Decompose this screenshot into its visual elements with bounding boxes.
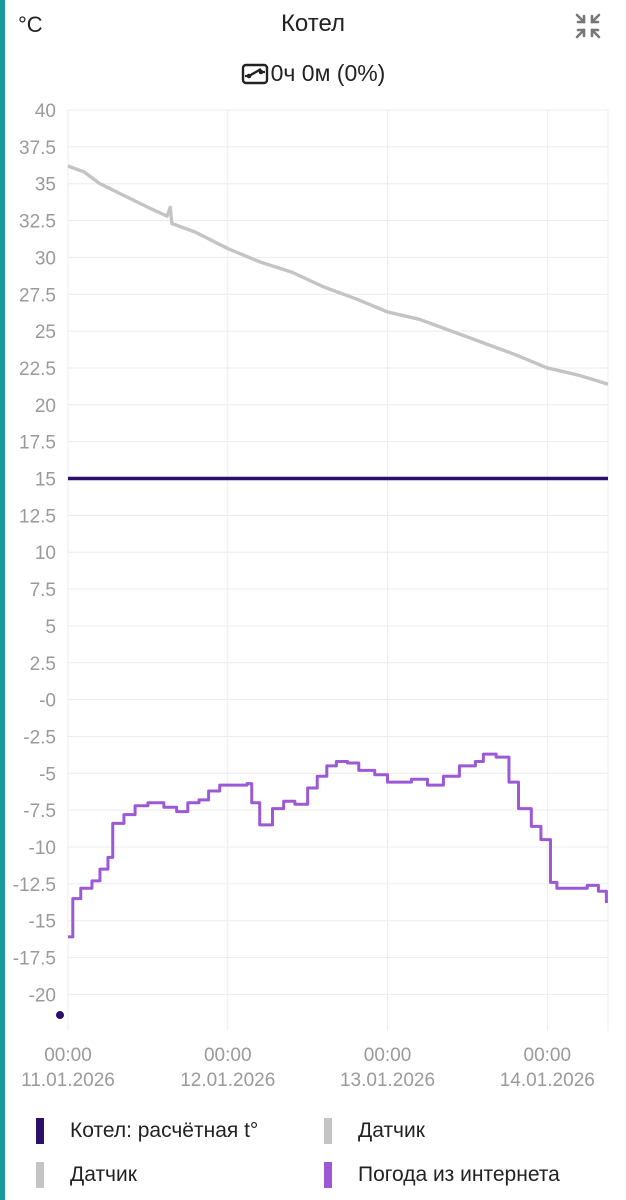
y-tick-label: 10 (35, 543, 56, 564)
y-tick-label: 17.5 (19, 433, 56, 454)
y-tick-label: 32.5 (19, 212, 56, 233)
legend-label: Погода из интернета (358, 1163, 560, 1186)
x-tick-date-label: 14.01.2026 (500, 1070, 595, 1091)
collapse-arrows-icon (575, 13, 601, 39)
series-2-point (56, 1011, 65, 1020)
y-tick-label: 5 (45, 617, 56, 638)
y-tick-label: -0 (39, 691, 56, 712)
unit-label: °C (18, 12, 43, 37)
y-tick-label: 2.5 (30, 654, 56, 675)
y-tick-label: 20 (35, 396, 56, 417)
runtime-value: 0ч 0м (0%) (270, 60, 386, 86)
y-tick-label: 12.5 (19, 506, 56, 527)
x-tick-time-label: 00:00 (204, 1045, 252, 1066)
series-3-line (68, 752, 608, 939)
legend-swatch (324, 1162, 332, 1188)
y-tick-label: -20 (29, 985, 56, 1006)
y-tick-label: 15 (35, 470, 56, 491)
burner-switch-icon (241, 63, 268, 84)
y-tick-label: 35 (35, 175, 56, 196)
y-tick-label: 30 (35, 248, 56, 269)
legend-item-boiler-target[interactable]: Котел: расчётная t° (36, 1118, 258, 1144)
legend-label: Котел: расчётная t° (70, 1119, 259, 1142)
x-tick-date-label: 12.01.2026 (180, 1070, 275, 1091)
y-tick-label: -5 (39, 764, 56, 785)
collapse-button[interactable] (572, 10, 604, 42)
legend-swatch (36, 1162, 44, 1188)
y-tick-label: -17.5 (13, 949, 56, 970)
y-tick-label: 40 (35, 101, 56, 122)
y-tick-label: -12.5 (13, 875, 56, 896)
x-tick-time-label: 00:00 (364, 1045, 412, 1066)
legend-swatch (324, 1118, 332, 1144)
y-tick-label: 7.5 (30, 580, 56, 601)
temperature-chart: 40 37.5 35 32.5 30 27.5 25 22.5 20 17.5 15 12.5 10 7.… (13, 101, 609, 1091)
legend-swatch (36, 1118, 44, 1144)
legend-item-sensor-2[interactable]: Датчик (36, 1162, 137, 1188)
y-tick-label: 22.5 (19, 359, 56, 380)
legend-item-sensor[interactable]: Датчик (324, 1118, 425, 1144)
legend-label: Датчик (70, 1163, 137, 1186)
runtime-row: 0ч 0м (0%) (0, 60, 626, 87)
y-tick-label: 37.5 (19, 138, 56, 159)
legend-item-weather[interactable]: Погода из интернета (324, 1162, 560, 1188)
y-tick-label: -2.5 (23, 727, 56, 748)
y-tick-label: -10 (29, 838, 56, 859)
x-tick-date-label: 11.01.2026 (21, 1070, 115, 1091)
legend-label: Датчик (358, 1119, 425, 1142)
y-tick-label: 27.5 (19, 285, 56, 306)
series-1-line (67, 164, 609, 386)
y-tick-label: -7.5 (23, 801, 56, 822)
y-tick-label: -15 (29, 912, 56, 933)
page-title: Котел (280, 10, 346, 37)
x-tick-time-label: 00:00 (524, 1045, 572, 1066)
y-tick-label: 25 (35, 322, 56, 343)
x-tick-time-label: 00:00 (44, 1045, 92, 1066)
x-tick-date-label: 13.01.2026 (340, 1070, 435, 1091)
window-edge-accent (0, 0, 5, 1200)
